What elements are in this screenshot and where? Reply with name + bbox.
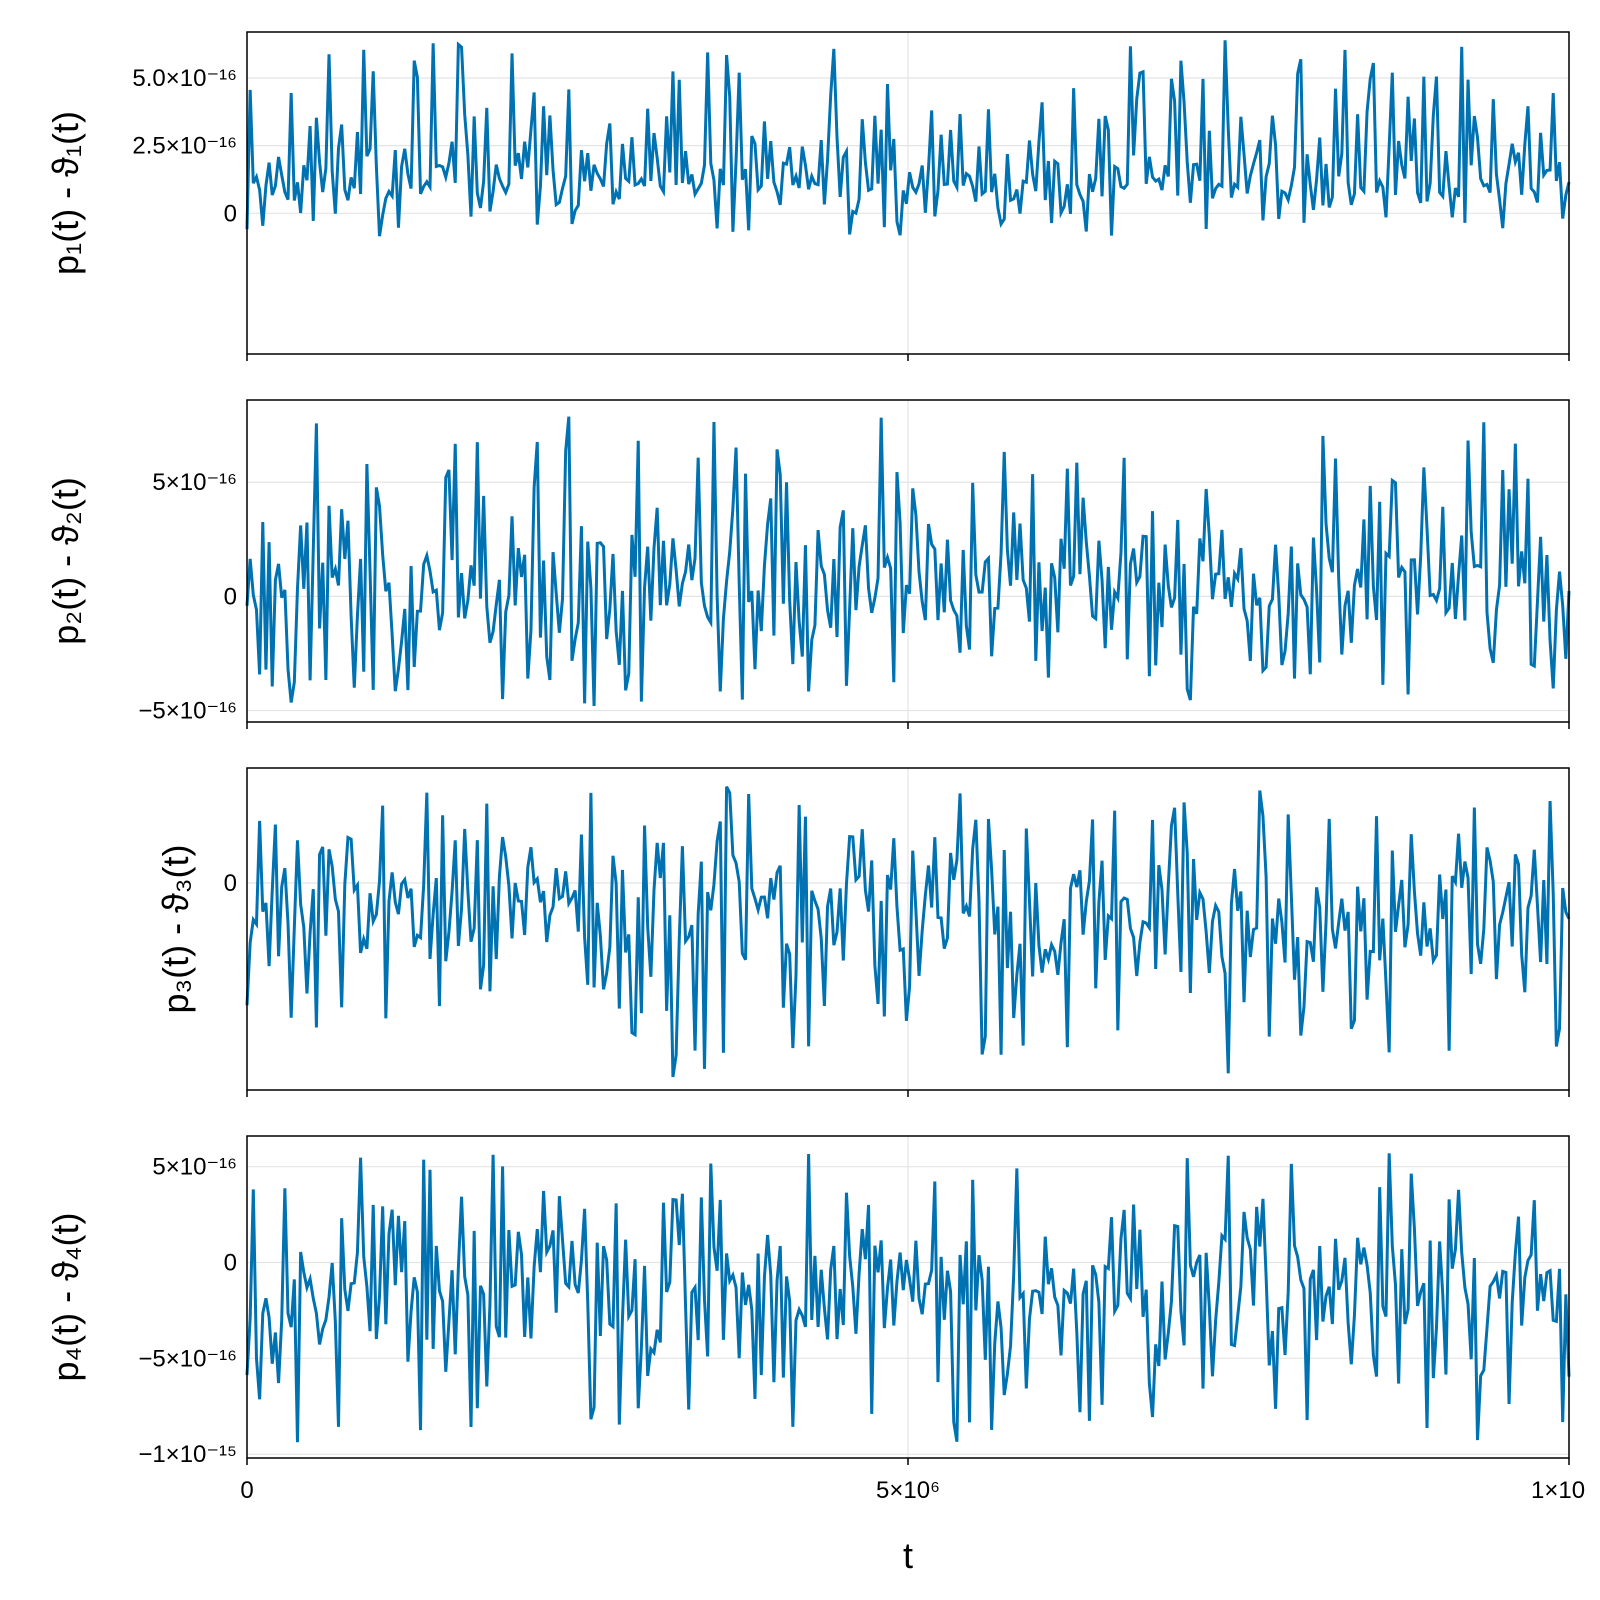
panel-1: 5.0×10⁻¹⁶ 2.5×10⁻¹⁶ 0 p₁(t) - ϑ₁(t) — [45, 31, 1571, 361]
y-axis-label-1: p₁(t) - ϑ₁(t) — [45, 111, 86, 275]
x-axis-label: t — [903, 1535, 913, 1576]
y-tick-label: −1×10⁻¹⁵ — [138, 1441, 237, 1468]
y-tick-label: 5×10⁻¹⁶ — [152, 1154, 237, 1181]
y-tick-label: 5.0×10⁻¹⁶ — [132, 65, 237, 92]
y-tick-label: 5×10⁻¹⁶ — [152, 469, 237, 496]
y-tick-label: 0 — [224, 1250, 237, 1277]
series-line-1 — [245, 40, 1571, 237]
y-tick-label: 0 — [224, 583, 237, 610]
panels: 5.0×10⁻¹⁶ 2.5×10⁻¹⁶ 0 p₁(t) - ϑ₁(t) 5×10⁻¹⁶ 0… — [45, 31, 1585, 1504]
panel-2: 5×10⁻¹⁶ 0 −5×10⁻¹⁶ p₂(t) - ϑ₂(t) — [45, 399, 1571, 729]
series-line-4 — [245, 1153, 1571, 1443]
y-axis-label-3: p₃(t) - ϑ₃(t) — [155, 845, 196, 1014]
y-tick-label: −5×10⁻¹⁶ — [138, 1345, 237, 1372]
y-tick-label: 0 — [224, 870, 237, 897]
panel-4: 5×10⁻¹⁶ 0 −5×10⁻¹⁶ −1×10⁻¹⁵ p₄(t) - ϑ₄(t) — [45, 1135, 1571, 1468]
y-axis-label-4: p₄(t) - ϑ₄(t) — [45, 1212, 86, 1381]
x-tick-label: 0 — [240, 1477, 253, 1504]
x-axis: 0 5×10⁶ 1×10 — [240, 1477, 1585, 1504]
x-tick-label: 5×10⁶ — [876, 1477, 940, 1504]
y-tick-label: −5×10⁻¹⁶ — [138, 698, 237, 725]
panel-3: 0 p₃(t) - ϑ₃(t) — [155, 767, 1571, 1097]
y-axis-label-2: p₂(t) - ϑ₂(t) — [45, 477, 86, 645]
y-tick-label: 2.5×10⁻¹⁶ — [132, 133, 237, 160]
series-line-2 — [245, 416, 1571, 706]
x-tick-label: 1×10 — [1531, 1477, 1585, 1504]
series-line-3 — [245, 786, 1571, 1078]
y-tick-label: 0 — [224, 200, 237, 227]
